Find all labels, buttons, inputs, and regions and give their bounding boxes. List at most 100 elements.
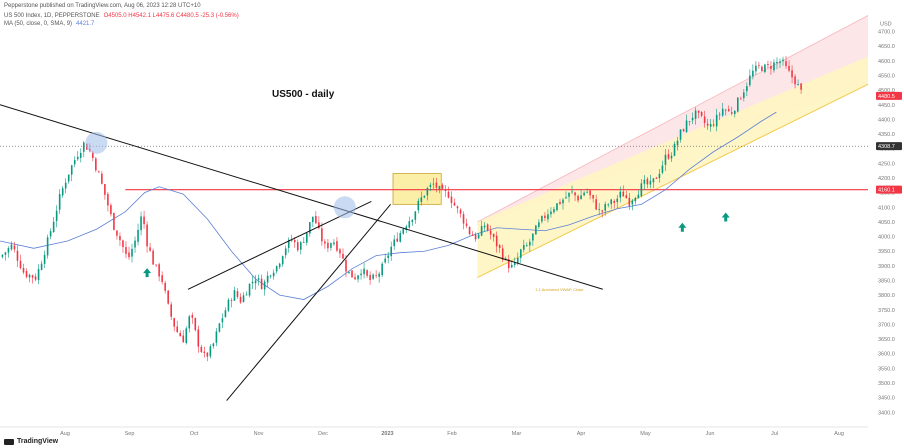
chart-title: US500 - daily [272, 89, 335, 100]
candle-body [730, 112, 733, 114]
candle-body [637, 194, 640, 199]
candle-body [269, 275, 272, 277]
candle-body [155, 264, 157, 266]
candle-body [287, 239, 290, 248]
x-tick-label: Aug [60, 431, 70, 437]
consolidation-box [392, 173, 442, 205]
candle-body [46, 237, 49, 256]
candle-body [643, 179, 646, 184]
candle-body [25, 271, 28, 277]
candle-body [393, 239, 396, 247]
candle-body [227, 299, 230, 311]
support-arrow-icon [721, 212, 730, 222]
y-tick-label: 3700.0 [878, 322, 895, 328]
candle-body [333, 242, 335, 245]
support-arrow-icon [143, 268, 152, 278]
x-tick-label: Aug [834, 431, 844, 437]
candle-body [429, 184, 432, 187]
candle-body [516, 257, 519, 264]
candle-body [432, 183, 435, 185]
candle-body [676, 140, 679, 146]
candle-body [381, 263, 383, 276]
candle-body [173, 318, 176, 327]
candle-body [682, 129, 685, 132]
candle-body [402, 229, 405, 234]
y-tick-label: 3500.0 [878, 381, 895, 387]
candle-body [764, 64, 766, 73]
x-tick-label: Apr [577, 431, 586, 437]
candle-body [345, 260, 347, 272]
candle-body [694, 110, 697, 119]
y-tick-label: 3600.0 [878, 352, 895, 358]
tradingview-logo-icon [4, 438, 14, 445]
candle-body [740, 98, 742, 100]
candle-body [10, 244, 13, 250]
candle-body [697, 110, 700, 113]
candle-body [61, 188, 64, 196]
candle-body [453, 202, 456, 206]
candle-body [272, 272, 275, 277]
candle-body [634, 197, 637, 202]
candle-body [504, 258, 507, 260]
candle-body [299, 242, 302, 250]
candle-body [22, 268, 25, 273]
y-tick-label: 3550.0 [878, 366, 895, 372]
candle-body [658, 173, 661, 178]
candle-body [107, 194, 109, 206]
candle-body [577, 195, 579, 201]
candle-body [254, 280, 257, 284]
candle-body [158, 264, 160, 277]
price-label-badge [876, 91, 902, 100]
candle-body [610, 199, 613, 205]
candle-body [685, 120, 688, 132]
candle-body [426, 188, 429, 196]
published-note: Pepperstone published on TradingView.com… [4, 3, 201, 9]
candle-body [607, 204, 610, 206]
candle-body [441, 184, 444, 189]
candle-body [800, 83, 802, 90]
candle-body [583, 192, 585, 196]
candle-body [755, 65, 757, 72]
candle-body [480, 226, 483, 236]
candle-body [661, 165, 664, 173]
support-arrow-icon [678, 222, 687, 232]
candle-body [318, 222, 320, 229]
candle-body [281, 256, 284, 265]
candle-body [290, 239, 293, 241]
candle-body [182, 335, 185, 343]
channel-lower-line [477, 83, 869, 279]
candle-body [471, 234, 474, 237]
channel-upper-line [477, 15, 869, 223]
candle-body [459, 209, 462, 214]
price-axis-area [868, 0, 904, 448]
candle-body [595, 199, 597, 210]
candle-body [486, 224, 489, 231]
candle-body [779, 61, 781, 64]
y-tick-label: 4600.0 [878, 59, 895, 65]
candle-body [444, 189, 447, 191]
candle-body [547, 214, 549, 220]
candle-body [179, 332, 182, 337]
candle-body [101, 173, 103, 184]
candle-body [417, 200, 420, 211]
candle-body [465, 223, 468, 226]
wedge-lower-line [226, 204, 391, 401]
candle-body [215, 331, 218, 343]
candle-body [495, 235, 498, 247]
candle-body [589, 190, 591, 196]
candle-body [245, 294, 248, 296]
candle-body [251, 281, 254, 284]
candle-body [266, 275, 269, 283]
candle-body [571, 191, 573, 193]
x-tick-label: Jun [706, 431, 715, 437]
candle-body [562, 199, 564, 204]
candle-body [673, 143, 676, 156]
candle-body [387, 255, 389, 258]
candle-body [351, 270, 353, 278]
candle-body [55, 210, 58, 222]
candle-body [167, 290, 169, 304]
x-tick-label: Dec [318, 431, 328, 437]
candle-body [773, 62, 775, 71]
candle-body [327, 242, 329, 249]
